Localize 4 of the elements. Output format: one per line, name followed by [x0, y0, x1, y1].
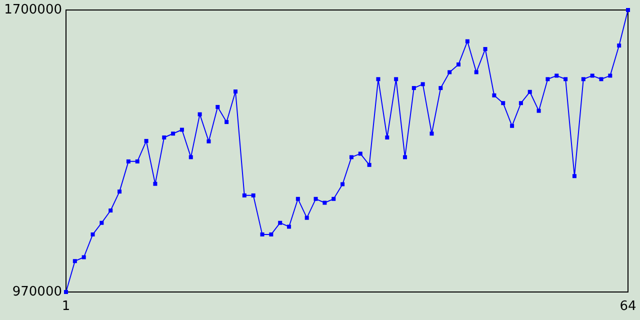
- y-tick-label: 1700000: [4, 2, 62, 18]
- y-tick-label: 970000: [12, 284, 62, 300]
- x-tick-label: 1: [62, 299, 70, 314]
- x-tick-label: 64: [620, 299, 636, 314]
